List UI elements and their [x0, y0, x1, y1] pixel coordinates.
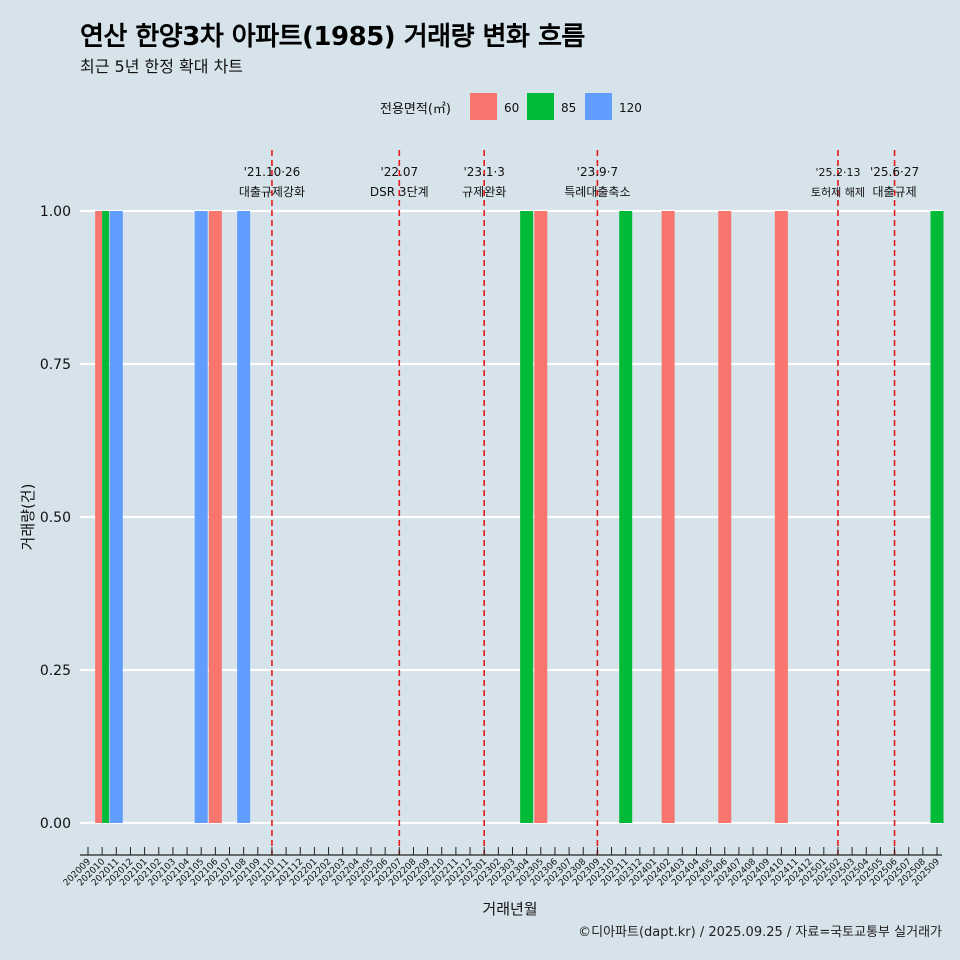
y-axis-label: 거래량(건) — [19, 484, 37, 551]
event-date: '25.2·13 — [815, 166, 860, 179]
legend: 전용면적(㎡) 60 85 120 — [380, 93, 642, 120]
bar-60-202410 — [774, 211, 788, 823]
bar-85-202311 — [619, 211, 633, 823]
bar-120-202011 — [109, 211, 123, 823]
x-axis: 2020092020102020112020122021012021022021… — [62, 847, 942, 888]
chart-subtitle: 최근 5년 한정 확대 차트 — [80, 57, 244, 76]
legend-key-60 — [470, 93, 497, 120]
bar-60-202402 — [661, 211, 675, 823]
bar-85-202010 — [102, 211, 110, 823]
bar-120-202108 — [237, 211, 251, 823]
bar-60-202406 — [718, 211, 732, 823]
chart-title: 연산 한양3차 아파트(1985) 거래량 변화 흐름 — [80, 22, 585, 52]
bar-85-202304 — [520, 211, 534, 823]
y-tick-label: 0.75 — [40, 357, 71, 373]
event-label: 대출규제강화 — [239, 185, 305, 199]
legend-title: 전용면적(㎡) — [380, 102, 451, 117]
event-label: 규제완화 — [462, 185, 506, 199]
event-markers: '21.10·26 대출규제강화 '22.07 DSR 3단계 '23.1·3 규제완화 '… — [239, 150, 919, 855]
bar-60-202305 — [534, 211, 548, 823]
y-tick-label: 0.25 — [40, 663, 71, 679]
event-label: 대출규제 — [872, 185, 916, 199]
y-tick-label: 0.00 — [40, 816, 71, 832]
bars — [95, 211, 944, 823]
y-tick-label: 1.00 — [40, 204, 71, 220]
event-label: 특례대출축소 — [564, 185, 630, 199]
source-caption: ©디아파트(dapt.kr) / 2025.09.25 / 자료=국토교통부 실… — [578, 925, 942, 940]
x-axis-label: 거래년월 — [482, 900, 537, 918]
legend-key-85 — [527, 93, 554, 120]
grid-lines — [80, 209, 942, 825]
bar-120-202105 — [194, 211, 208, 823]
legend-label-85: 85 — [561, 101, 576, 115]
legend-label-120: 120 — [619, 101, 642, 115]
bar-60-202106 — [208, 211, 222, 823]
y-axis: 0.00 0.25 0.50 0.75 1.00 — [40, 204, 71, 832]
y-tick-label: 0.50 — [40, 510, 71, 526]
event-date: '23.9·7 — [577, 165, 618, 179]
event-label: DSR 3단계 — [370, 185, 429, 199]
legend-label-60: 60 — [504, 101, 519, 115]
event-date: '25.6·27 — [870, 165, 919, 179]
bar-85-202509 — [930, 211, 944, 823]
bar-60-202010 — [95, 211, 103, 823]
event-date: '23.1·3 — [463, 165, 504, 179]
event-date: '21.10·26 — [244, 165, 301, 179]
event-date: '22.07 — [380, 165, 418, 179]
event-label: 토허제 해제 — [811, 185, 865, 199]
legend-key-120 — [585, 93, 612, 120]
